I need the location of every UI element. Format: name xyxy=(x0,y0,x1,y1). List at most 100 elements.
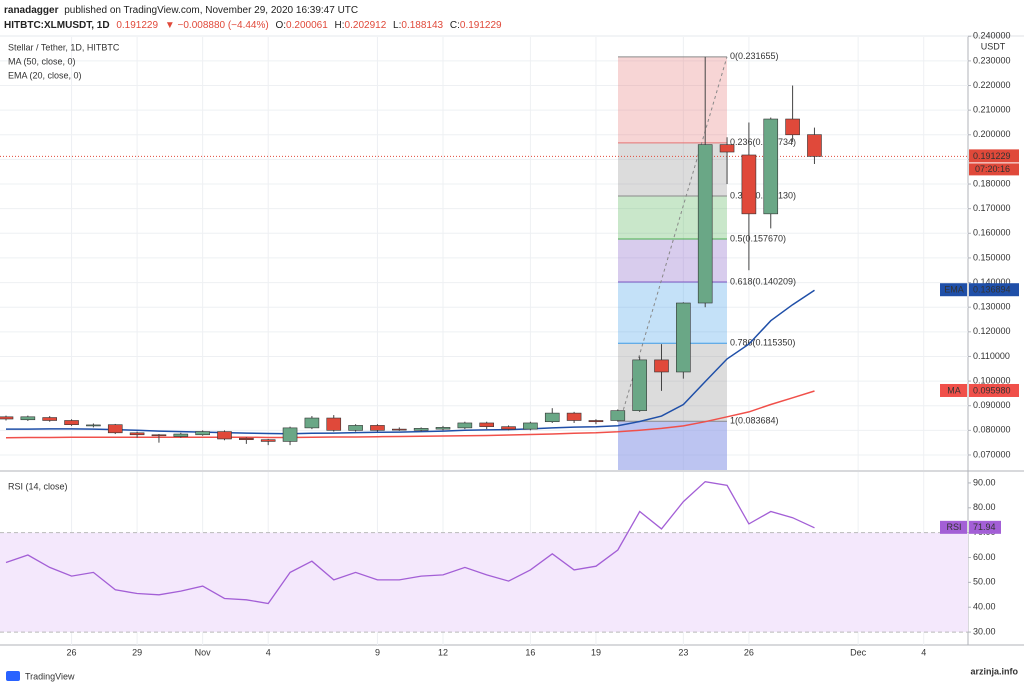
symbol-line: HITBTC:XLMUSDT, 1D 0.191229 ▼ −0.008880 … xyxy=(4,20,502,31)
series-line xyxy=(5,390,815,439)
x-tick-label: 12 xyxy=(438,647,448,657)
x-tick-label: 26 xyxy=(744,647,754,657)
fib-label: 0.786(0.115350) xyxy=(730,338,795,348)
candle-body xyxy=(697,144,713,304)
candle-body xyxy=(807,134,822,157)
ohlc-value: 0.202912 xyxy=(345,20,387,31)
ohlc-label: C: xyxy=(450,20,460,31)
y-tick-label: 0.100000 xyxy=(973,375,1011,385)
candle-body xyxy=(64,420,79,425)
last-price-tag xyxy=(969,149,1019,163)
candle-body xyxy=(566,412,582,421)
header-line: ranadagger published on TradingView.com,… xyxy=(4,5,358,16)
y-tick-label: 30.00 xyxy=(973,626,996,636)
y-tick-label: 0.220000 xyxy=(973,80,1011,90)
candle-body xyxy=(86,424,101,427)
candle-body xyxy=(719,144,735,153)
y-tick-label: 60.00 xyxy=(973,552,996,562)
candle-body xyxy=(479,422,495,427)
y-tick-label: 0.120000 xyxy=(973,326,1011,336)
candle-body xyxy=(129,432,145,436)
candle-body xyxy=(457,422,473,429)
y-tick-label: 90.00 xyxy=(973,477,996,487)
fib-label: 0.382(0.175130) xyxy=(730,190,796,200)
y-tick-label: 80.00 xyxy=(973,502,996,512)
candle-body xyxy=(217,431,232,440)
x-tick-label: 23 xyxy=(678,647,688,657)
y-tick-label: 0.140000 xyxy=(973,277,1011,287)
legend-rsi: RSI (14, close) xyxy=(8,481,68,491)
candle-body xyxy=(676,302,691,373)
symbol: HITBTC:XLMUSDT, 1D xyxy=(4,20,110,31)
published: published on TradingView.com, November 2… xyxy=(64,5,358,16)
series-line xyxy=(6,289,815,435)
change: ▼ −0.008880 (−4.44%) xyxy=(165,20,269,31)
ohlc-label: L: xyxy=(393,20,401,31)
pane-title: Stellar / Tether, 1D, HITBTC xyxy=(8,42,120,52)
candle-body xyxy=(785,118,800,136)
candle-body xyxy=(435,427,451,430)
y-tick-label: 0.150000 xyxy=(973,252,1011,262)
candle-body xyxy=(304,417,320,429)
tag-value: 0.136894 xyxy=(973,285,1011,295)
ohlc-value: 0.191229 xyxy=(460,20,502,31)
author: ranadagger xyxy=(4,5,59,16)
candle-body xyxy=(370,425,385,431)
y-tick-label: 40.00 xyxy=(973,602,996,612)
candle-body xyxy=(326,417,342,431)
candle-body xyxy=(0,416,14,420)
candle-body xyxy=(763,118,779,215)
candle-body xyxy=(107,424,123,434)
tag-name: MA xyxy=(947,385,961,395)
candle-body xyxy=(173,433,189,437)
x-tick-label: 4 xyxy=(266,647,271,657)
watermark: arzinja.info xyxy=(970,666,1018,676)
tag-name-box xyxy=(940,383,967,397)
y-tick-label: 0.240000 xyxy=(973,31,1011,41)
candle-body xyxy=(610,410,626,421)
candle-body xyxy=(501,426,516,430)
x-tick-label: Dec xyxy=(850,647,867,657)
y-tick-label: 0.070000 xyxy=(973,449,1011,459)
brand: TradingView xyxy=(25,671,75,681)
y-tick-label: 0.210000 xyxy=(973,105,1011,115)
ohlc-value: 0.200061 xyxy=(286,20,328,31)
candle-body xyxy=(391,428,407,431)
ohlc-label: O: xyxy=(275,20,286,31)
series-line xyxy=(5,481,815,605)
fib-label: 0.5(0.157670) xyxy=(730,233,786,243)
candle-body xyxy=(42,417,58,421)
countdown: 07:20:16 xyxy=(975,164,1010,174)
fib-label: 0(0.231655) xyxy=(730,51,779,61)
tag-value-box xyxy=(969,283,1019,297)
candle-body xyxy=(544,412,560,423)
tag-value: 71.94 xyxy=(973,522,996,532)
x-tick-label: 9 xyxy=(375,647,380,657)
y-tick-label: 0.080000 xyxy=(973,425,1011,435)
y-tick-label: 0.180000 xyxy=(973,178,1011,188)
fib-label: 1(0.083684) xyxy=(730,416,779,426)
x-tick-label: 26 xyxy=(67,647,77,657)
tag-name: EMA xyxy=(944,285,964,295)
candle-body xyxy=(20,416,36,421)
candle-body xyxy=(588,420,604,423)
candle-body xyxy=(195,431,210,436)
y-tick-label: 0.170000 xyxy=(973,203,1011,213)
x-tick-label: 16 xyxy=(525,647,535,657)
last-price-label: 0.191229 xyxy=(973,151,1011,161)
tag-name-box xyxy=(940,283,967,297)
fib-zone-extension xyxy=(618,421,727,470)
x-tick-label: 4 xyxy=(921,647,926,657)
fib-label: 0.236(0.196734) xyxy=(730,137,796,147)
candle-body xyxy=(260,439,276,442)
y-tick-label: 0.130000 xyxy=(973,302,1011,312)
y-tick-label: 0.160000 xyxy=(973,228,1011,238)
logo-icon xyxy=(6,671,20,681)
plot-layer: 26 29 Nov 4 9 12 16 19 23 26 Dec 4 0.070000 0.080000 0… xyxy=(0,31,1024,657)
overlay-layer: Stellar / Tether, 1D, HITBTC MA (50, clo… xyxy=(6,41,1018,681)
unit: USDT xyxy=(981,41,1006,51)
tradingview-logo: TradingView xyxy=(6,671,75,681)
candle-body xyxy=(348,425,363,431)
tag-value-box xyxy=(969,520,1001,534)
